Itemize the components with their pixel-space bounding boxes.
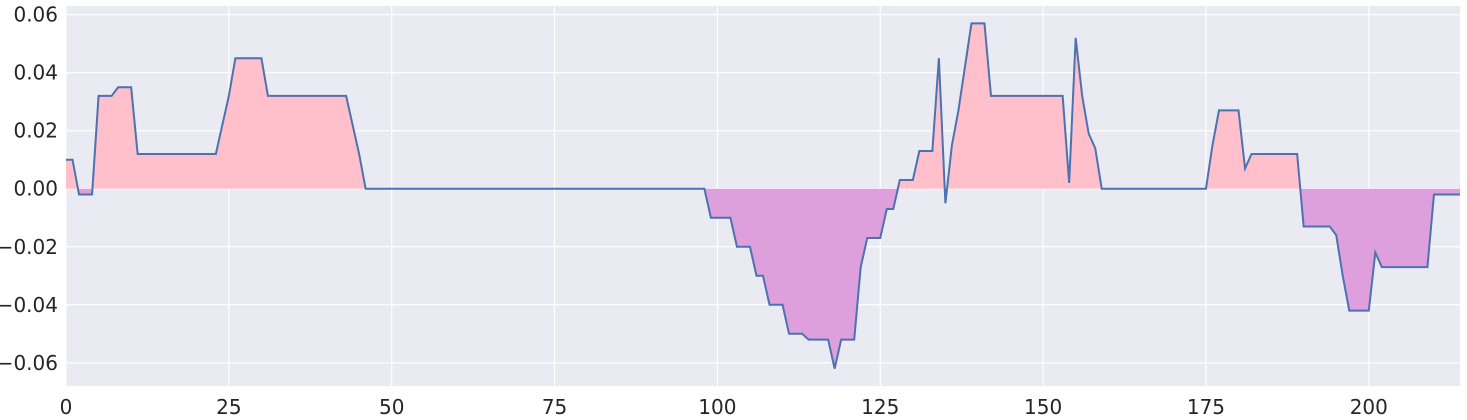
y-tick-label: 0.02 — [13, 119, 58, 143]
x-tick-label: 125 — [861, 395, 899, 419]
y-tick-label: −0.04 — [0, 293, 58, 317]
y-tick-label: 0.00 — [13, 177, 58, 201]
series-line — [66, 22, 1460, 369]
positive-fill-area — [66, 23, 1460, 189]
x-axis-tick-labels: 0 25 50 75 100 125 150 175 200 — [60, 395, 1388, 419]
y-tick-label: 0.06 — [13, 3, 58, 27]
negative-fill-area — [66, 188, 1460, 369]
x-tick-label: 50 — [379, 395, 404, 419]
y-tick-label: −0.02 — [0, 235, 58, 259]
x-tick-label: 200 — [1350, 395, 1388, 419]
y-tick-label: 0.04 — [13, 61, 58, 85]
x-tick-label: 25 — [216, 395, 241, 419]
x-tick-label: 175 — [1187, 395, 1225, 419]
grid — [65, 6, 1460, 386]
x-tick-label: 150 — [1024, 395, 1062, 419]
x-tick-label: 0 — [60, 395, 73, 419]
y-tick-label: −0.06 — [0, 351, 58, 375]
x-tick-label: 100 — [698, 395, 736, 419]
x-tick-label: 75 — [542, 395, 567, 419]
y-axis-tick-labels: −0.06 −0.04 −0.02 0.00 0.02 0.04 0.06 — [0, 3, 58, 375]
